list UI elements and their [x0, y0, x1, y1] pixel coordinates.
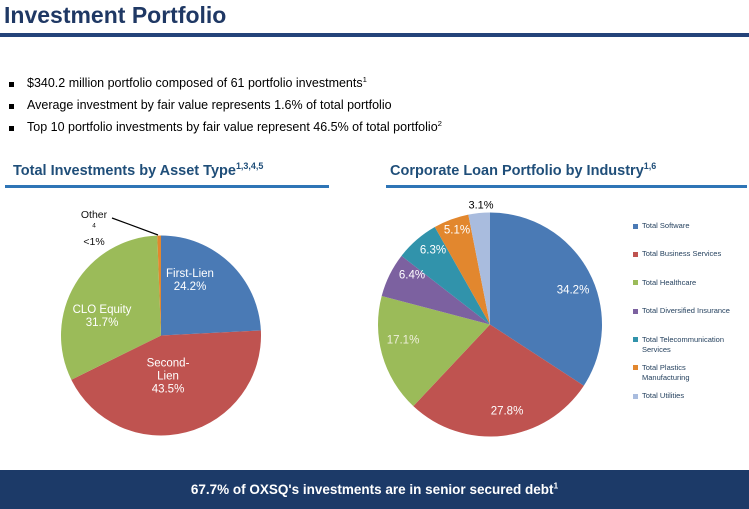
- legend-swatch-icon: [633, 393, 638, 399]
- footer-footnote-sup: 1: [553, 480, 559, 491]
- chart-title-underline: [5, 185, 329, 188]
- legend-swatch-icon: [633, 337, 638, 343]
- legend-swatch-icon: [633, 308, 638, 314]
- pie-slice-total-utilities: [468, 212, 490, 325]
- pie-slice-other: [157, 235, 161, 336]
- legend-label: Total Diversified Insurance: [642, 306, 730, 316]
- slice-label-telecommunication-pct: 6.3%: [420, 245, 446, 258]
- slice-pct: 3.1%: [468, 199, 494, 212]
- bullet-text-main: Average investment by fair value represe…: [27, 98, 392, 112]
- legend-label: Total Utilities: [642, 391, 685, 401]
- slice-name: CLO Equity: [72, 304, 132, 316]
- bullet-text-main: Top 10 portfolio investments by fair val…: [27, 120, 438, 134]
- bullet-marker-icon: [9, 126, 14, 131]
- slice-label-software-pct: 34.2%: [557, 285, 590, 298]
- industry-pie-chart: [378, 212, 602, 437]
- slice-label-utilities-pct: 3.1%: [468, 200, 493, 213]
- bullet-text: $340.2 million portfolio composed of 61 …: [27, 74, 367, 90]
- bullet-portfolio-size: $340.2 million portfolio composed of 61 …: [0, 74, 442, 98]
- legend-label: Total Telecommunication Services: [642, 334, 724, 355]
- chart-title-text: Total Investments by Asset Type: [13, 163, 236, 179]
- bullet-marker-icon: [9, 82, 14, 87]
- legend-label: Total Healthcare: [642, 277, 697, 287]
- callout-name: Other 4: [60, 209, 128, 236]
- callout-line: [111, 217, 159, 236]
- bullet-average-investment: Average investment by fair value represe…: [0, 98, 442, 120]
- legend-item-utilities: Total Utilities: [633, 391, 733, 419]
- chart-title-underline: [386, 185, 747, 188]
- industry-legend: Total Software Total Business Services T…: [633, 221, 733, 420]
- pie-slice-second-lien: [71, 330, 261, 436]
- slice-label-diversified-insurance-pct: 6.4%: [399, 270, 425, 283]
- bullet-footnote-sup: 1: [362, 74, 367, 84]
- slice-label-first-lien: First-Lien 24.2%: [166, 268, 214, 294]
- legend-label: Total Plastics Manufacturing: [642, 362, 690, 383]
- slice-pct: 24.2%: [173, 281, 207, 293]
- slice-label-healthcare-pct: 17.1%: [387, 335, 420, 348]
- callout-name-text: Other: [80, 209, 108, 221]
- legend-label: Total Software: [642, 221, 690, 230]
- legend-item-software: Total Software: [633, 221, 733, 249]
- legend-item-plastics: Total Plastics Manufacturing: [633, 363, 733, 391]
- slice-pct: 34.2%: [556, 284, 590, 297]
- footer-banner: 67.7% of OXSQ's investments are in senio…: [0, 470, 749, 509]
- bullet-footnote-sup: 2: [437, 118, 442, 128]
- bullet-top10: Top 10 portfolio investments by fair val…: [0, 118, 442, 142]
- legend-label: Total Business Services: [642, 249, 722, 259]
- chart-title-industry: Corporate Loan Portfolio by Industry1,6: [390, 161, 657, 179]
- legend-swatch-icon: [633, 251, 638, 257]
- title-divider: [0, 33, 749, 37]
- legend-item-business-services: Total Business Services: [633, 249, 733, 277]
- bullet-marker-icon: [9, 104, 14, 109]
- legend-item-healthcare: Total Healthcare: [633, 278, 733, 306]
- slice-pct: 17.1%: [386, 334, 420, 347]
- asset-type-pie-chart: [61, 217, 261, 436]
- pie-slice-total-software: [490, 212, 602, 386]
- bullet-text: Average investment by fair value represe…: [27, 98, 392, 112]
- slice-name: Second-: [146, 357, 190, 370]
- slice-pct: 5.1%: [443, 224, 471, 237]
- slice-name: First-Lien: [166, 268, 214, 280]
- pie-slice-total-healthcare: [378, 295, 490, 407]
- summary-bullets: $340.2 million portfolio composed of 61 …: [0, 74, 442, 142]
- slice-pct: 6.4%: [398, 269, 426, 282]
- slice-pct: 27.8%: [490, 405, 524, 418]
- other-slice-callout: Other 4 <1%: [60, 209, 128, 250]
- footer-statement-text: 67.7% of OXSQ's investments are in senio…: [190, 482, 554, 497]
- chart-title-sup: 1,3,4,5: [235, 161, 264, 172]
- legend-item-diversified-insurance: Total Diversified Insurance: [633, 306, 733, 334]
- slice-label-clo-equity: CLO Equity 31.7%: [73, 304, 132, 330]
- slice-pct: 31.7%: [85, 317, 119, 329]
- pie-slice-total-plastics-manufacturing: [434, 214, 490, 325]
- chart-title-asset-type: Total Investments by Asset Type1,3,4,5: [13, 161, 264, 179]
- slice-label-second-lien: Second- Lien 43.5%: [147, 358, 190, 397]
- slice-label-business-services-pct: 27.8%: [491, 406, 524, 419]
- legend-swatch-icon: [633, 223, 638, 229]
- pie-slice-first-lien: [161, 235, 261, 336]
- legend-swatch-icon: [633, 365, 638, 371]
- slice-label-plastics-pct: 5.1%: [444, 225, 470, 238]
- pie-slice-total-telecommunication-services: [401, 227, 490, 325]
- slice-pct: 43.5%: [151, 383, 185, 396]
- bullet-text: Top 10 portfolio investments by fair val…: [27, 118, 442, 134]
- pie-slice-total-business-services: [413, 324, 584, 437]
- footer-statement: 67.7% of OXSQ's investments are in senio…: [190, 480, 559, 497]
- pie-slice-total-diversified-insurance: [381, 255, 490, 325]
- legend-item-telecommunication: Total Telecommunication Services: [633, 335, 733, 363]
- legend-swatch-icon: [633, 280, 638, 286]
- industry-pie-slices: [378, 212, 602, 437]
- pie-slice-clo-equity: [61, 235, 161, 380]
- page-title: Investment Portfolio: [4, 2, 227, 28]
- callout-name-sup: 4: [92, 222, 96, 229]
- chart-title-sup: 1,6: [643, 161, 657, 172]
- slice-pct: 6.3%: [419, 244, 447, 257]
- asset-type-pie-slices: [61, 235, 261, 436]
- bullet-text-main: $340.2 million portfolio composed of 61 …: [27, 76, 363, 90]
- slice-name: Lien: [157, 370, 179, 383]
- callout-value: <1%: [83, 236, 105, 248]
- chart-title-text: Corporate Loan Portfolio by Industry: [390, 163, 644, 179]
